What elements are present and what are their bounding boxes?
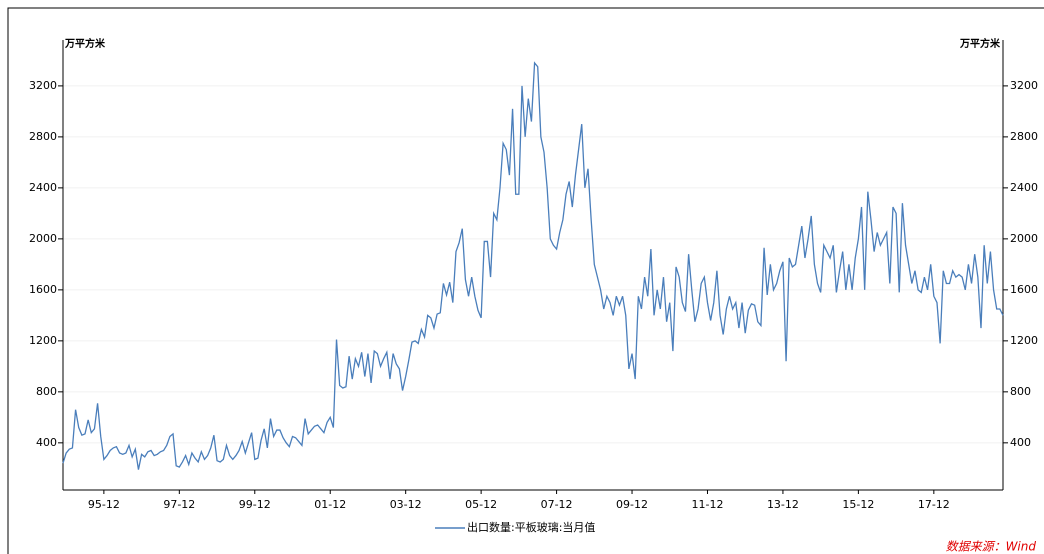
y-tick-label: 800 — [36, 385, 57, 398]
x-tick-label: 01-12 — [314, 498, 346, 511]
y-tick-label: 2400 — [29, 181, 57, 194]
y2-tick-label: 2800 — [1010, 130, 1038, 143]
x-tick-label: 17-12 — [918, 498, 950, 511]
x-tick-label: 13-12 — [767, 498, 799, 511]
y2-axis-label: 万平方米 — [959, 37, 1001, 50]
y-tick-label: 2800 — [29, 130, 57, 143]
y-tick-label: 3200 — [29, 79, 57, 92]
y2-tick-label: 1200 — [1010, 334, 1038, 347]
x-tick-label: 95-12 — [88, 498, 120, 511]
data-line — [62, 61, 1004, 470]
y2-tick-label: 2400 — [1010, 181, 1038, 194]
y2-tick-label: 800 — [1010, 385, 1031, 398]
y2-tick-label: 3200 — [1010, 79, 1038, 92]
x-tick-label: 05-12 — [465, 498, 497, 511]
y-tick-label: 1200 — [29, 334, 57, 347]
frame — [7, 7, 1044, 554]
x-tick-label: 15-12 — [842, 498, 874, 511]
legend-label: 出口数量:平板玻璃:当月值 — [467, 520, 595, 534]
x-tick-label: 11-12 — [691, 498, 723, 511]
y-tick-label: 400 — [36, 436, 57, 449]
y2-tick-label: 2000 — [1010, 232, 1038, 245]
x-tick-label: 99-12 — [239, 498, 271, 511]
y2-tick-label: 400 — [1010, 436, 1031, 449]
y-tick-label: 1600 — [29, 283, 57, 296]
x-tick-label: 03-12 — [390, 498, 422, 511]
source: 数据来源：Wind — [946, 540, 1037, 554]
y-tick-label: 2000 — [29, 232, 57, 245]
y2-tick-label: 1600 — [1010, 283, 1038, 296]
x-tick-label: 97-12 — [163, 498, 195, 511]
x-tick-label: 07-12 — [541, 498, 573, 511]
y-axis-label: 万平方米 — [64, 37, 106, 50]
x-tick-label: 09-12 — [616, 498, 648, 511]
